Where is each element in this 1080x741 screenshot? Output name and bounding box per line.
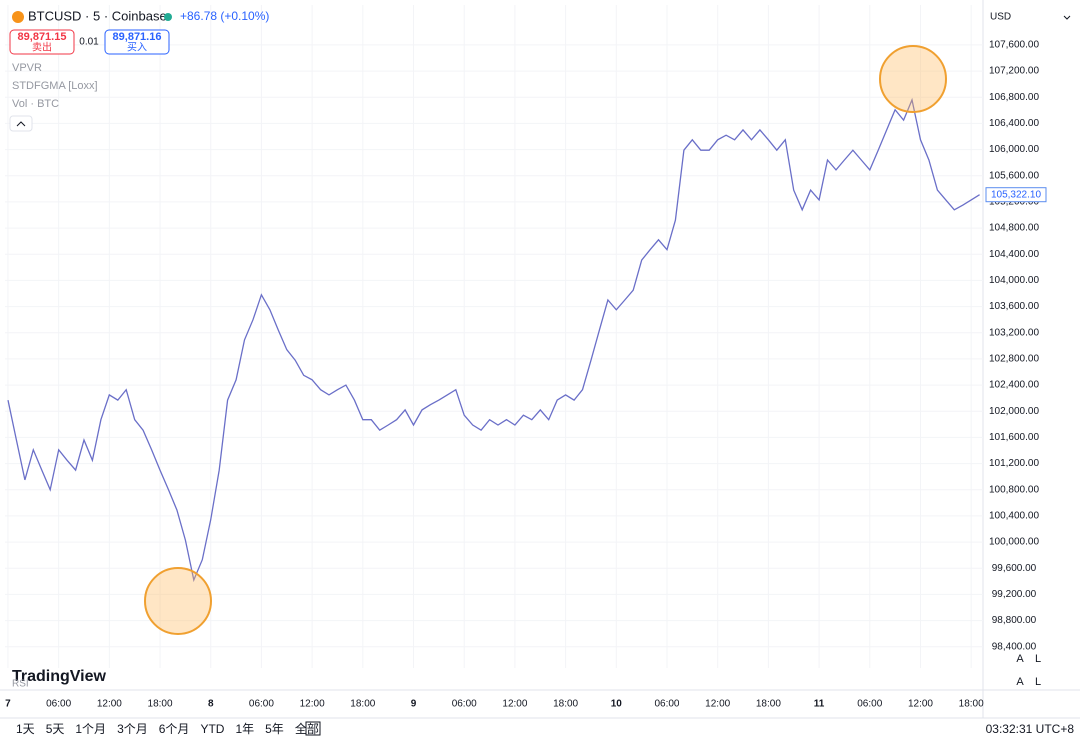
y-tick-label: 105,600.00 xyxy=(989,170,1039,181)
y-tick-label: 104,800.00 xyxy=(989,223,1039,234)
buy-price: 89,871.16 xyxy=(113,31,162,43)
x-tick-label: 9 xyxy=(411,699,417,710)
y-tick-label: 98,800.00 xyxy=(992,615,1037,626)
range-button[interactable]: 全部 xyxy=(295,721,319,736)
range-button[interactable]: 5天 xyxy=(46,722,65,736)
x-tick-label: 06:00 xyxy=(46,699,71,710)
chevron xyxy=(16,121,26,127)
y-tick-label: 106,800.00 xyxy=(989,92,1039,103)
sell-price: 89,871.15 xyxy=(18,31,67,43)
range-button[interactable]: 5年 xyxy=(265,722,284,736)
y-tick-label: 100,400.00 xyxy=(989,511,1039,522)
x-tick-label: 18:00 xyxy=(756,699,781,710)
range-button[interactable]: 3个月 xyxy=(117,722,148,736)
range-button[interactable]: YTD xyxy=(200,722,224,736)
x-tick-label: 06:00 xyxy=(452,699,477,710)
x-tick-label: 11 xyxy=(814,699,825,710)
y-tick-label: 98,400.00 xyxy=(992,641,1037,652)
x-tick-label: 18:00 xyxy=(553,699,578,710)
y-tick-label: 106,400.00 xyxy=(989,118,1039,129)
sell-label: 卖出 xyxy=(32,41,52,54)
y-tick-label: 107,600.00 xyxy=(989,40,1039,51)
logo: TradingView xyxy=(12,668,107,685)
buy-button[interactable] xyxy=(104,29,170,55)
annotation-circle xyxy=(879,45,947,113)
y-tick-label: 103,200.00 xyxy=(989,327,1039,338)
x-tick-label: 18:00 xyxy=(350,699,375,710)
x-tick-label: 12:00 xyxy=(705,699,730,710)
dropdown-arrow xyxy=(1063,15,1071,20)
y-tick-label: 100,000.00 xyxy=(989,537,1039,548)
change: +86.78 (+0.10%) xyxy=(180,9,269,23)
collapse-button[interactable] xyxy=(9,115,33,132)
x-tick-label: 10 xyxy=(611,699,623,710)
y-tick-label: 100,800.00 xyxy=(989,484,1039,495)
scale-button[interactable]: L xyxy=(1035,653,1041,665)
indicator[interactable]: VPVR xyxy=(12,62,42,74)
calendar-icon[interactable] xyxy=(305,721,321,736)
price-line xyxy=(7,97,980,583)
symbol[interactable]: BTCUSD · 5 · Coinbase xyxy=(28,8,167,23)
last-price-tag xyxy=(985,187,1047,203)
rsi-label: RSI xyxy=(12,679,29,690)
currency-select[interactable] xyxy=(984,6,1076,28)
x-tick-label: 12:00 xyxy=(97,699,122,710)
y-tick-label: 103,600.00 xyxy=(989,301,1039,312)
x-tick-label: 12:00 xyxy=(502,699,527,710)
x-tick-label: 12:00 xyxy=(908,699,933,710)
x-tick-label: 7 xyxy=(5,699,11,710)
last-price-label: 105,322.10 xyxy=(991,189,1041,200)
scale-button[interactable]: L xyxy=(1035,676,1041,688)
x-tick-label: 06:00 xyxy=(249,699,274,710)
y-tick-label: 99,200.00 xyxy=(992,589,1037,600)
symbol-icon xyxy=(12,11,24,23)
x-tick-label: 06:00 xyxy=(654,699,679,710)
sell-button[interactable] xyxy=(9,29,75,55)
indicator[interactable]: Vol · BTC xyxy=(12,98,59,110)
spread: 0.01 xyxy=(79,37,99,48)
indicator[interactable]: STDFGMA [Loxx] xyxy=(12,80,98,92)
range-bar: 1天 5天 1个月 3个月 6个月 YTD 1年 5年 全部 xyxy=(16,721,319,736)
clock: 03:32:31 UTC+8 xyxy=(986,722,1075,736)
y-tick-label: 101,600.00 xyxy=(989,432,1039,443)
x-tick-label: 18:00 xyxy=(148,699,173,710)
y-tick-label: 99,600.00 xyxy=(992,563,1037,574)
x-tick-label: 18:00 xyxy=(959,699,984,710)
x-tick-label: 8 xyxy=(208,699,214,710)
scale-button[interactable]: A xyxy=(1016,653,1024,665)
x-tick-label: 06:00 xyxy=(857,699,882,710)
range-button[interactable]: 1天 xyxy=(16,722,35,736)
y-tick-label: 102,000.00 xyxy=(989,406,1039,417)
annotation-circle xyxy=(144,567,212,635)
y-tick-label: 106,000.00 xyxy=(989,144,1039,155)
y-tick-label: 101,200.00 xyxy=(989,458,1039,469)
y-tick-label: 104,400.00 xyxy=(989,249,1039,260)
y-tick-label: 102,400.00 xyxy=(989,380,1039,391)
range-button[interactable]: 1年 xyxy=(235,722,254,736)
currency: USD xyxy=(990,12,1011,23)
y-tick-label: 102,800.00 xyxy=(989,354,1039,365)
buy-label: 买入 xyxy=(127,42,147,54)
plot-area xyxy=(5,5,983,668)
x-tick-label: 12:00 xyxy=(300,699,325,710)
y-tick-label: 107,200.00 xyxy=(989,66,1039,77)
range-button[interactable]: 1个月 xyxy=(75,722,106,736)
scale-button[interactable]: A xyxy=(1016,676,1024,688)
y-tick-label: 104,000.00 xyxy=(989,275,1039,286)
range-button[interactable]: 6个月 xyxy=(159,722,190,736)
status-dot xyxy=(164,13,172,21)
